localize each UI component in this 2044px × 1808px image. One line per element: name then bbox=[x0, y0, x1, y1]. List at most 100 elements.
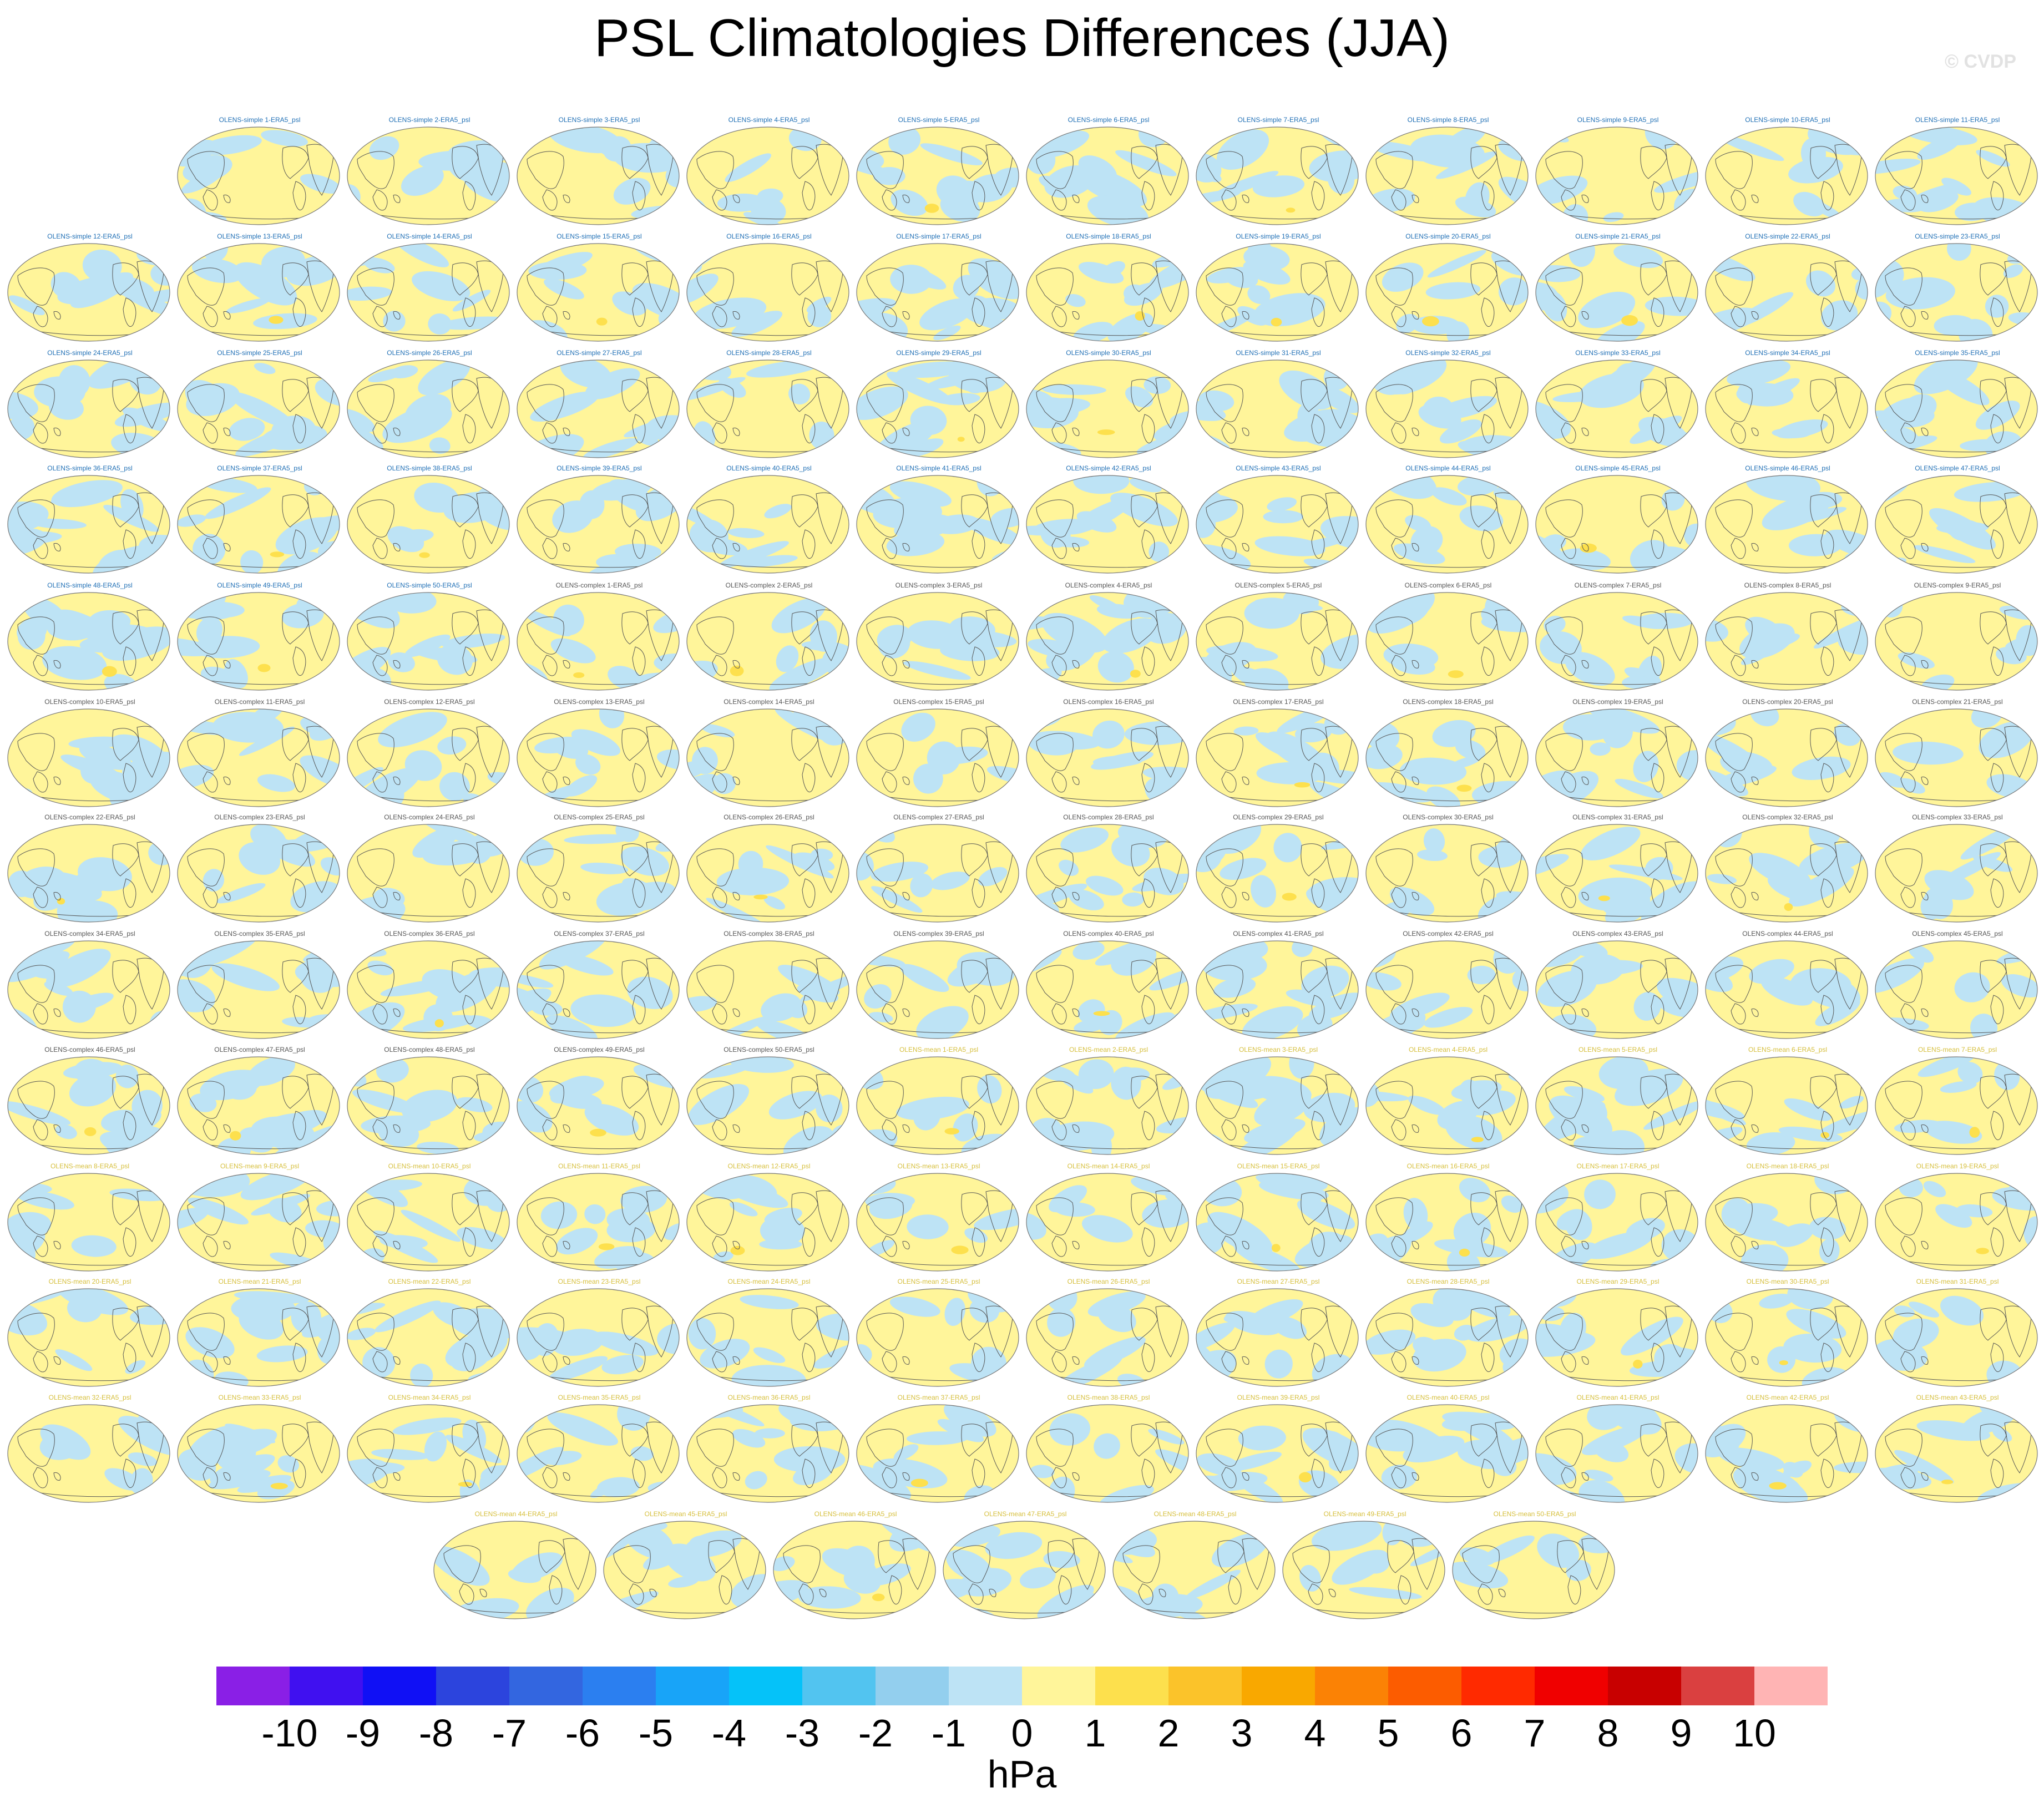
panel-title: OLENS-mean 41-ERA5_psl bbox=[1576, 1394, 1660, 1401]
coastline bbox=[1141, 529, 1155, 559]
coastline bbox=[1751, 311, 1759, 320]
negative-anomaly-region bbox=[347, 1462, 405, 1476]
coastline bbox=[563, 1240, 570, 1249]
coastline bbox=[33, 1003, 48, 1025]
coastline bbox=[632, 995, 646, 1024]
panel-title: OLENS-mean 45-ERA5_psl bbox=[644, 1510, 727, 1518]
coastline bbox=[357, 1081, 394, 1119]
coastline bbox=[732, 1008, 740, 1017]
negative-anomaly-region bbox=[1084, 1336, 1146, 1369]
negative-anomaly-region bbox=[632, 283, 679, 321]
strong-positive-anomaly-region bbox=[910, 1478, 928, 1487]
negative-anomaly-region bbox=[1459, 1547, 1495, 1566]
map-outline bbox=[1026, 1404, 1189, 1503]
map-panel: OLENS-complex 30-ERA5_psl bbox=[1365, 811, 1531, 925]
negative-anomaly-region bbox=[2020, 1289, 2037, 1301]
coastline bbox=[1411, 427, 1419, 436]
coastline bbox=[479, 1588, 487, 1597]
global-map bbox=[7, 1173, 170, 1272]
positive-anomaly-field bbox=[1706, 360, 1868, 458]
coastline bbox=[372, 538, 388, 559]
colorbar-swatch bbox=[1315, 1667, 1388, 1705]
map-outline bbox=[1365, 708, 1529, 807]
coastline bbox=[1885, 1081, 1922, 1119]
negative-anomaly-region bbox=[1633, 992, 1661, 1021]
global-map bbox=[1535, 1404, 1698, 1503]
map-panel: OLENS-mean 29-ERA5_psl bbox=[1535, 1275, 1701, 1389]
map-panel: OLENS-mean 47-ERA5_psl bbox=[942, 1508, 1109, 1622]
coastline bbox=[1375, 499, 1413, 538]
map-panel: OLENS-complex 49-ERA5_psl bbox=[516, 1044, 682, 1157]
map-outline bbox=[347, 1404, 510, 1503]
coastline bbox=[372, 189, 388, 211]
panel-title: OLENS-complex 3-ERA5_psl bbox=[895, 581, 983, 589]
coastline bbox=[791, 728, 818, 761]
coastline bbox=[1651, 529, 1664, 559]
coastline bbox=[1581, 1240, 1589, 1249]
negative-anomaly-region bbox=[1098, 1010, 1122, 1035]
panel-title: OLENS-complex 6-ERA5_psl bbox=[1404, 581, 1492, 589]
negative-anomaly-region bbox=[300, 755, 340, 789]
coastline bbox=[1481, 181, 1495, 210]
global-map bbox=[686, 708, 849, 807]
map-outline bbox=[1705, 1173, 1868, 1272]
negative-anomaly-region bbox=[743, 212, 781, 225]
coastline bbox=[802, 414, 816, 443]
negative-anomaly-region bbox=[1255, 732, 1309, 762]
coastline bbox=[1731, 1351, 1746, 1373]
global-map bbox=[7, 1288, 170, 1387]
coastline bbox=[1545, 733, 1583, 771]
coastline bbox=[1980, 379, 2007, 412]
negative-anomaly-region bbox=[689, 1535, 720, 1556]
negative-anomaly-region bbox=[1081, 1215, 1133, 1243]
map-outline bbox=[1196, 1288, 1359, 1387]
coastline bbox=[1051, 771, 1067, 793]
coastline bbox=[1375, 267, 1413, 306]
negative-anomaly-region bbox=[793, 852, 835, 872]
strong-positive-anomaly-region bbox=[573, 672, 585, 678]
coastline bbox=[732, 892, 740, 900]
global-map bbox=[517, 1056, 680, 1155]
coastline bbox=[972, 995, 985, 1024]
coastline bbox=[1481, 297, 1495, 327]
negative-anomaly-region bbox=[9, 295, 45, 316]
negative-anomaly-region bbox=[1792, 756, 1851, 780]
coastline bbox=[902, 776, 910, 785]
coastline bbox=[549, 1575, 563, 1604]
negative-anomaly-region bbox=[1264, 1349, 1293, 1379]
map-outline bbox=[1705, 824, 1868, 923]
panel-title: OLENS-mean 38-ERA5_psl bbox=[1067, 1394, 1150, 1401]
coastline bbox=[961, 960, 988, 993]
negative-anomaly-region bbox=[1077, 999, 1105, 1024]
coastline bbox=[802, 1111, 816, 1140]
global-map bbox=[347, 475, 510, 574]
colorbar-swatch bbox=[583, 1667, 656, 1705]
map-panel: OLENS-complex 26-ERA5_psl bbox=[686, 811, 852, 925]
coastline bbox=[1581, 1008, 1589, 1017]
coastline bbox=[902, 892, 910, 900]
coastline bbox=[866, 499, 904, 538]
coastline bbox=[1557, 1540, 1584, 1573]
coastline bbox=[1731, 189, 1746, 211]
coastline bbox=[632, 529, 646, 559]
coastline bbox=[282, 611, 309, 645]
global-map bbox=[1705, 708, 1868, 807]
map-outline bbox=[1365, 475, 1529, 574]
map-panel: OLENS-mean 34-ERA5_psl bbox=[346, 1391, 513, 1505]
coastline bbox=[708, 1540, 735, 1573]
negative-anomaly-region bbox=[1259, 1181, 1329, 1201]
map-panel: OLENS-complex 29-ERA5_psl bbox=[1195, 811, 1362, 925]
negative-anomaly-region bbox=[277, 1455, 300, 1473]
negative-anomaly-region bbox=[896, 1096, 970, 1121]
strong-positive-anomaly-region bbox=[1097, 429, 1115, 435]
coastline bbox=[527, 1197, 564, 1235]
coastline bbox=[1072, 660, 1080, 668]
coastline bbox=[621, 1424, 649, 1457]
coastline bbox=[292, 529, 306, 559]
map-outline bbox=[1026, 1173, 1189, 1272]
coastline bbox=[372, 306, 388, 327]
negative-anomaly-region bbox=[1809, 824, 1841, 848]
map-outline bbox=[347, 126, 510, 225]
coastline bbox=[1131, 146, 1158, 179]
coastline bbox=[1391, 1119, 1406, 1141]
